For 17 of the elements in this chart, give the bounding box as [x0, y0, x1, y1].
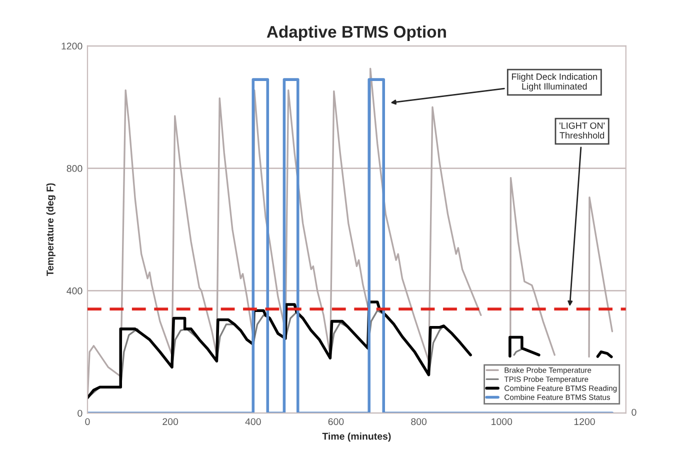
annotation: Flight Deck Indication Light Illuminated: [512, 73, 597, 92]
x-tick-label: 800: [411, 418, 427, 426]
y-tick-label: 800: [66, 165, 82, 172]
x-tick-label: 400: [245, 418, 261, 426]
y-tick-label: 400: [66, 287, 82, 294]
text: 0: [632, 408, 636, 416]
chart-title: Adaptive BTMS Option: [266, 25, 446, 42]
x-tick-label: 1000: [492, 418, 512, 426]
x-tick-label: 0: [85, 418, 90, 426]
x-tick-label: 200: [162, 418, 178, 426]
annotation: 'LIGHT ON' Threshhold: [560, 122, 605, 139]
y-axis-title: Temperature (deg F): [46, 183, 56, 276]
y-tick-label: 1200: [62, 42, 82, 50]
y-tick-label: 0: [78, 410, 82, 417]
x-tick-label: 600: [328, 418, 344, 426]
x-tick-label: 1200: [574, 418, 595, 426]
x-axis-title: Time (minutes): [322, 432, 391, 442]
